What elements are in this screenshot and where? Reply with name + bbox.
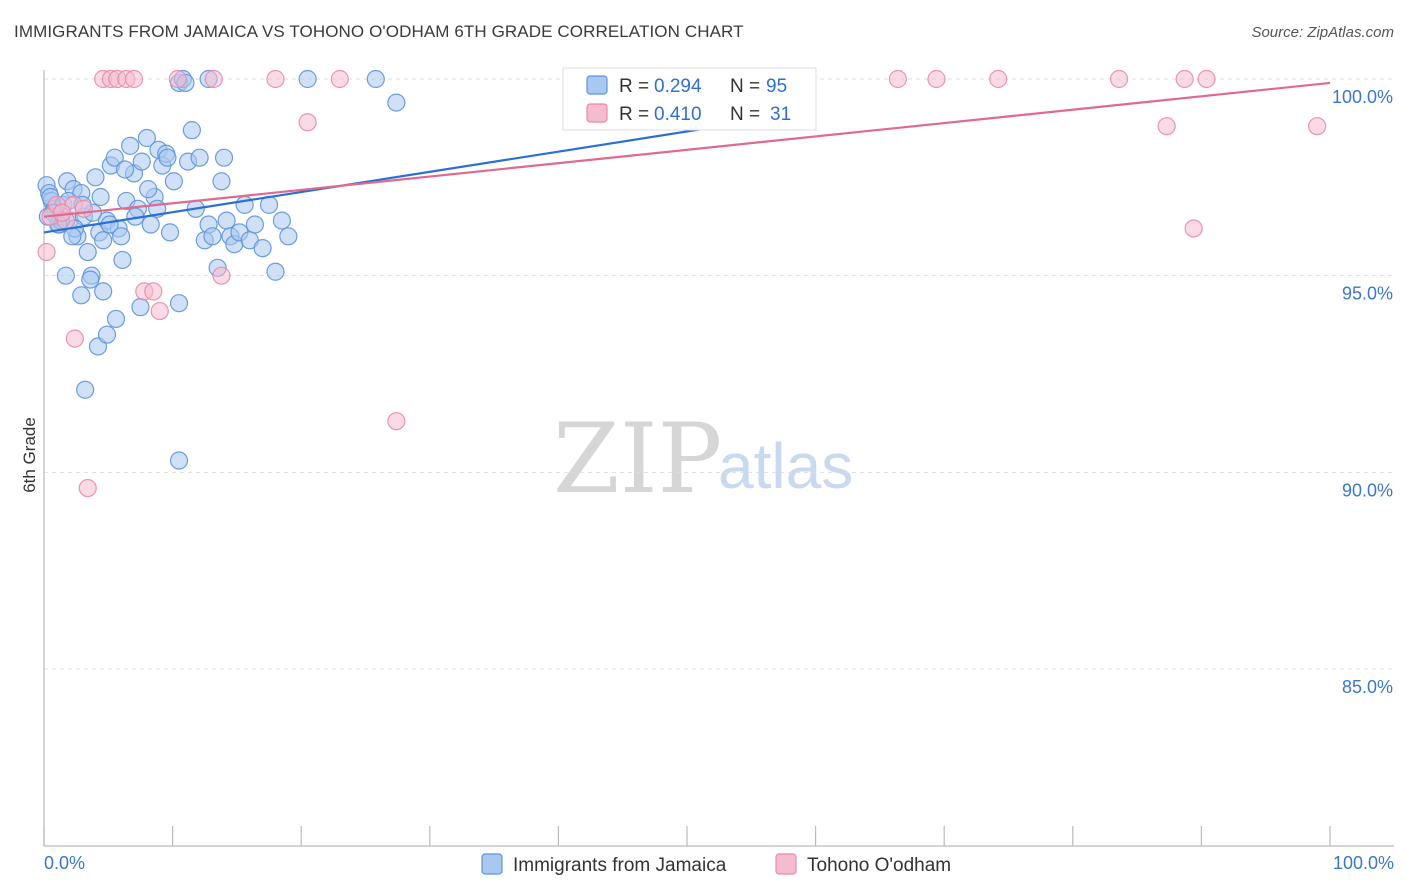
jamaica-point-62 [366, 69, 385, 89]
legend-swatch-blue [586, 75, 608, 95]
tohono-point-10 [124, 69, 144, 89]
legend-swatch-tohono [775, 853, 797, 875]
jamaica-point-75 [94, 282, 113, 301]
jamaica-point-68 [81, 270, 100, 289]
y-tick-label-90: 90.0% [1342, 480, 1393, 500]
jamaica-point-37 [164, 172, 183, 191]
jamaica-point-94 [214, 148, 234, 167]
y-axis-label: 6th Grade [20, 417, 39, 493]
tohono-point-23 [888, 69, 908, 89]
tohono-point-18 [330, 69, 349, 89]
jamaica-point-46 [203, 227, 222, 246]
jamaica-point-26 [121, 136, 140, 155]
tohono-point-17 [298, 113, 317, 132]
jamaica-point-66 [56, 266, 75, 285]
tohono-point-15 [204, 69, 223, 89]
jamaica-point-29 [132, 152, 151, 171]
jamaica-point-31 [141, 215, 160, 234]
tohono-point-16 [266, 69, 285, 89]
jamaica-point-36 [160, 223, 180, 242]
legend-swatch-jamaica [481, 853, 503, 875]
y-tick-label-95: 95.0% [1342, 284, 1393, 304]
legend-label-jamaica: Immigrants from Jamaica [513, 855, 727, 876]
tohono-point-26 [1109, 69, 1129, 89]
jamaica-point-59 [272, 211, 292, 230]
tohono-point-20 [212, 266, 231, 285]
tohono-point-28 [1197, 69, 1216, 89]
stats-legend: R = 0.294 N = 95 R = 0.410 N = 31 [562, 67, 817, 131]
tohono-point-13 [150, 301, 169, 321]
jamaica-point-71 [106, 309, 126, 329]
jamaica-trend-line [43, 117, 771, 234]
series-legend: Immigrants from Jamaica Tohono O'odham [481, 853, 951, 876]
legend-r-label-2: R = [619, 104, 649, 125]
legend-n-value-1: 95 [766, 76, 787, 97]
legend-swatch-pink [586, 103, 608, 123]
tohono-point-25 [989, 69, 1008, 89]
tohono-point-24 [927, 69, 946, 89]
jamaica-point-90 [63, 227, 82, 246]
jamaica-point-83 [112, 227, 131, 246]
jamaica-point-60 [279, 227, 298, 246]
x-axis-ticks [43, 826, 1331, 846]
trend-lines [43, 81, 1331, 234]
jamaica-point-61 [298, 69, 317, 89]
x-tick-label-min: 0.0% [44, 853, 85, 873]
x-tick-label-max: 100.0% [1333, 853, 1394, 873]
jamaica-point-89 [91, 187, 110, 207]
y-axis-tick-labels: 100.0% 95.0% 90.0% 85.0% [1332, 87, 1393, 697]
jamaica-point-17 [86, 168, 105, 187]
y-tick-label-85: 85.0% [1342, 677, 1393, 697]
jamaica-point-72 [76, 380, 95, 399]
jamaica-point-86 [158, 148, 177, 167]
jamaica-point-88 [139, 180, 158, 199]
watermark-atlas: atlas [718, 430, 853, 502]
tohono-point-5 [74, 199, 93, 218]
tohono-point-14 [168, 69, 187, 89]
jamaica-point-67 [72, 286, 91, 305]
tohono-point-30 [1308, 117, 1327, 136]
tohono-point-21 [65, 329, 84, 348]
jamaica-point-30 [137, 128, 156, 148]
jamaica-point-24 [113, 250, 132, 270]
series-tohono-points [37, 69, 1327, 498]
legend-n-label-2: N = [730, 104, 760, 125]
jamaica-point-87 [115, 160, 135, 179]
jamaica-point-43 [190, 148, 209, 167]
jamaica-point-48 [212, 172, 231, 191]
tohono-point-22 [78, 478, 97, 498]
legend-label-tohono: Tohono O'odham [807, 855, 951, 876]
source-credit: Source: ZipAtlas.com [1251, 24, 1394, 41]
gridlines [44, 78, 1394, 670]
tohono-point-27 [1175, 69, 1194, 89]
legend-r-value-2: 0.410 [654, 104, 702, 125]
legend-r-label-1: R = [619, 76, 649, 97]
legend-n-label-1: N = [730, 76, 760, 97]
jamaica-point-15 [78, 242, 97, 262]
jamaica-point-73 [169, 294, 189, 313]
tohono-point-19 [387, 412, 406, 431]
jamaica-point-74 [169, 451, 189, 470]
tohono-point-0 [37, 242, 56, 262]
legend-n-value-2: 31 [770, 104, 791, 125]
tohono-trend-line [43, 81, 1331, 218]
chart-title: IMMIGRANTS FROM JAMAICA VS TOHONO O'ODHA… [14, 22, 744, 41]
tohono-point-32 [52, 203, 72, 222]
jamaica-point-63 [387, 93, 406, 112]
jamaica-point-22 [105, 148, 124, 167]
jamaica-point-41 [182, 121, 201, 140]
watermark-zip: ZIP [553, 403, 722, 515]
jamaica-point-58 [266, 262, 285, 281]
tohono-point-29 [1157, 117, 1176, 136]
legend-r-value-1: 0.294 [654, 76, 702, 97]
jamaica-point-56 [253, 239, 272, 258]
jamaica-point-70 [97, 325, 117, 344]
y-tick-label-100: 100.0% [1332, 87, 1393, 107]
jamaica-point-19 [94, 231, 113, 250]
tohono-point-12 [144, 282, 163, 301]
jamaica-point-76 [131, 298, 150, 317]
tohono-point-31 [1184, 219, 1203, 238]
jamaica-point-55 [245, 215, 265, 234]
